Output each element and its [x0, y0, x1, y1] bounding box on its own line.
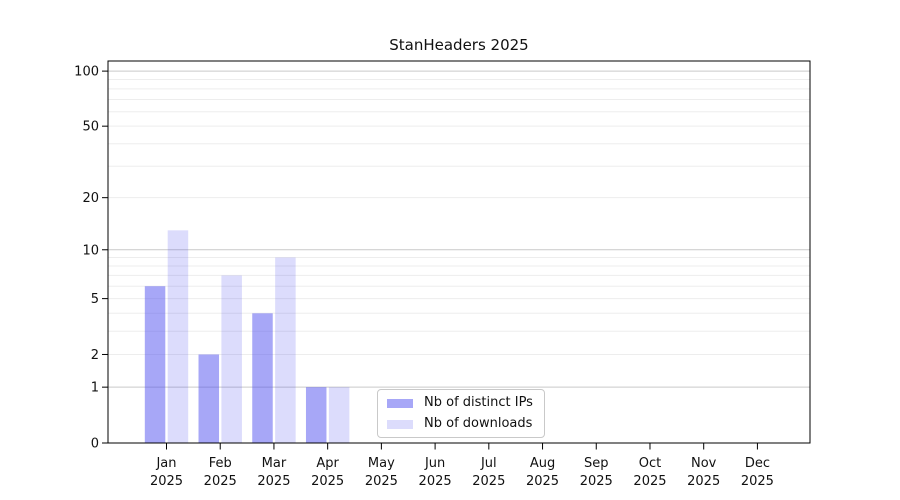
chart-legend: Nb of distinct IPs Nb of downloads — [377, 389, 545, 438]
chart-title: StanHeaders 2025 — [389, 36, 529, 54]
y-tick-label: 5 — [91, 292, 99, 307]
y-tick-label: 20 — [82, 191, 99, 206]
x-tick-label-month: Dec — [745, 456, 770, 471]
x-tick-label-year: 2025 — [204, 474, 237, 489]
y-tick-label: 100 — [74, 65, 99, 80]
y-tick-label: 1 — [91, 381, 99, 396]
legend-swatch-distinct-ips — [387, 398, 413, 408]
x-tick-label-year: 2025 — [150, 474, 183, 489]
x-tick-label-year: 2025 — [472, 474, 505, 489]
legend-item-distinct-ips: Nb of distinct IPs — [387, 396, 544, 410]
plot-border — [107, 60, 811, 444]
x-tick-label-year: 2025 — [741, 474, 774, 489]
x-tick-label-year: 2025 — [419, 474, 452, 489]
y-tick-label: 50 — [82, 120, 99, 135]
x-tick-label-month: Aug — [530, 456, 555, 471]
x-tick-label-month: Jan — [155, 456, 176, 471]
x-tick-label-year: 2025 — [257, 474, 290, 489]
x-tick-label-year: 2025 — [365, 474, 398, 489]
bar-nb-of-distinct-ips-jan — [144, 286, 166, 443]
y-tick-label: 0 — [91, 437, 99, 452]
x-tick-label-year: 2025 — [687, 474, 720, 489]
y-tick-label: 2 — [91, 348, 99, 363]
x-tick-label-year: 2025 — [311, 474, 344, 489]
bar-nb-of-downloads-apr — [328, 387, 350, 443]
x-tick-label-month: Oct — [639, 456, 661, 471]
bar-nb-of-downloads-jan — [167, 230, 189, 443]
legend-label-distinct-ips: Nb of distinct IPs — [424, 395, 533, 410]
bar-nb-of-distinct-ips-mar — [252, 313, 273, 443]
x-tick-label-year: 2025 — [633, 474, 666, 489]
x-tick-label-month: Sep — [584, 456, 609, 471]
bar-nb-of-downloads-feb — [221, 275, 242, 443]
legend-label-downloads: Nb of downloads — [424, 416, 533, 431]
x-tick-label-month: Jun — [424, 456, 445, 471]
legend-swatch-downloads — [387, 419, 413, 429]
x-tick-label-month: Apr — [316, 456, 339, 471]
x-tick-label-month: Mar — [262, 456, 287, 471]
x-tick-label-year: 2025 — [580, 474, 613, 489]
bar-nb-of-distinct-ips-apr — [305, 387, 327, 443]
bar-nb-of-downloads-mar — [275, 257, 296, 443]
x-tick-label-month: Jul — [480, 456, 497, 471]
x-tick-label-year: 2025 — [526, 474, 559, 489]
x-tick-label-month: Nov — [691, 456, 717, 471]
bar-nb-of-distinct-ips-feb — [198, 354, 220, 443]
x-tick-label-month: May — [368, 456, 395, 471]
y-tick-label: 10 — [82, 243, 99, 258]
legend-item-downloads: Nb of downloads — [387, 417, 544, 431]
x-tick-label-month: Feb — [209, 456, 232, 471]
